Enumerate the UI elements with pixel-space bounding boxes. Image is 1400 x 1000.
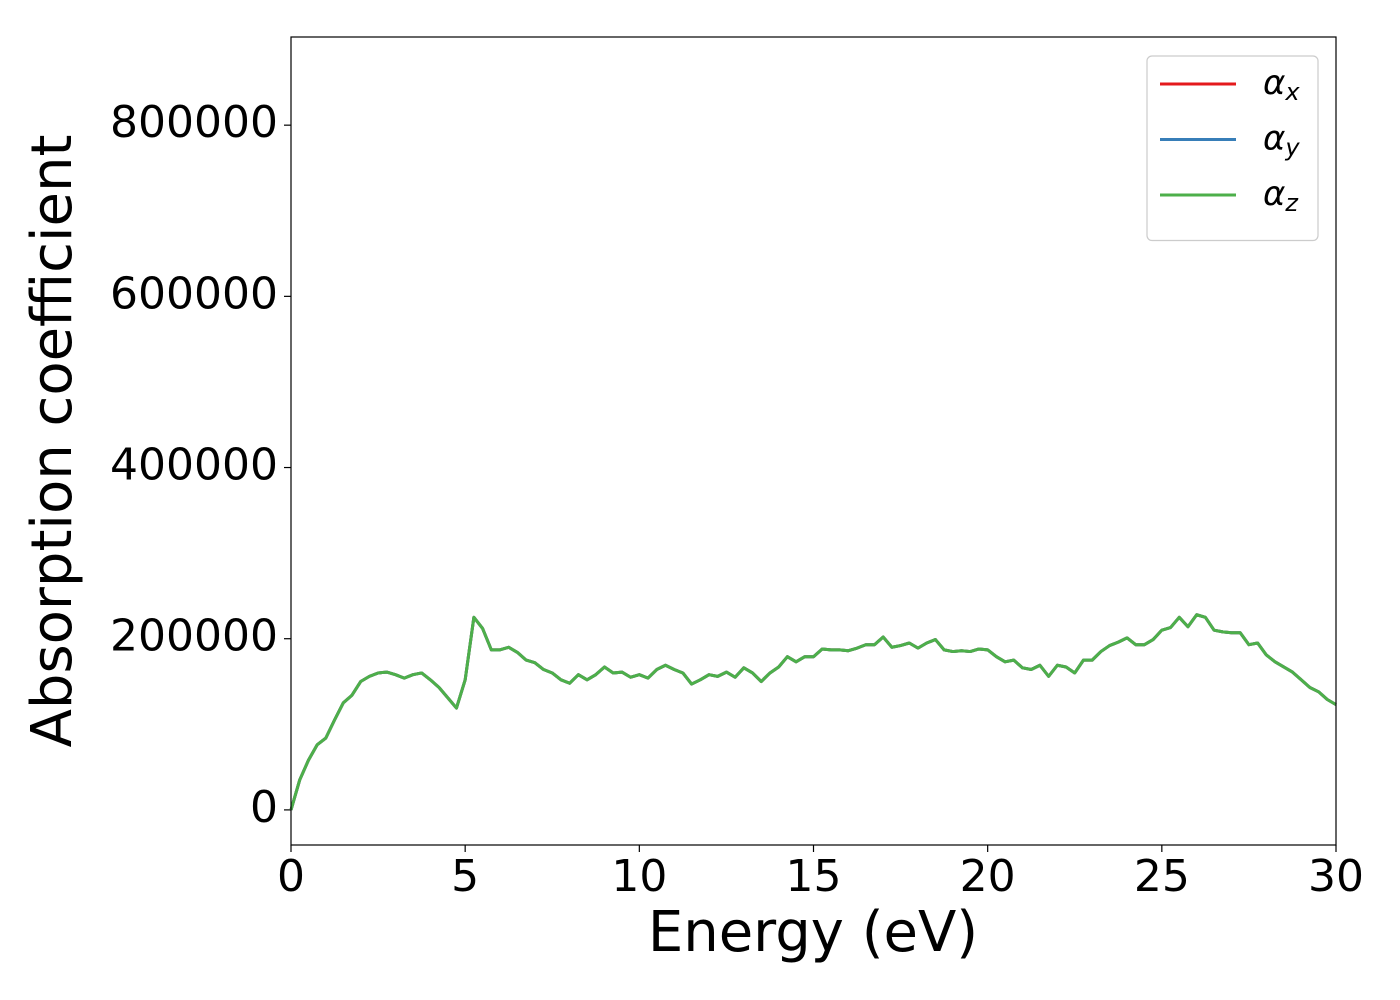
y-tick-label: 0	[250, 782, 278, 833]
y-tick-label: 600000	[110, 268, 278, 319]
legend-label: αx	[1263, 63, 1300, 107]
x-tick-label: 10	[611, 851, 667, 902]
series-line	[289, 613, 1337, 811]
legend-label: αz	[1263, 174, 1299, 218]
x-tick-label: 0	[277, 851, 305, 902]
x-tick-label: 20	[960, 851, 1016, 902]
y-tick-label: 800000	[110, 97, 278, 148]
x-tick-label: 15	[786, 851, 842, 902]
y-tick-label: 400000	[110, 440, 278, 491]
y-tick-label: 200000	[110, 611, 278, 662]
x-axis-label: Energy (eV)	[648, 900, 978, 965]
x-tick-label: 30	[1308, 851, 1364, 902]
x-tick-label: 25	[1134, 851, 1190, 902]
x-tick-label: 5	[451, 851, 479, 902]
y-axis-label: Absorption coefficient	[20, 135, 85, 748]
legend-label: αy	[1263, 118, 1300, 162]
plot-frame	[290, 36, 1337, 846]
